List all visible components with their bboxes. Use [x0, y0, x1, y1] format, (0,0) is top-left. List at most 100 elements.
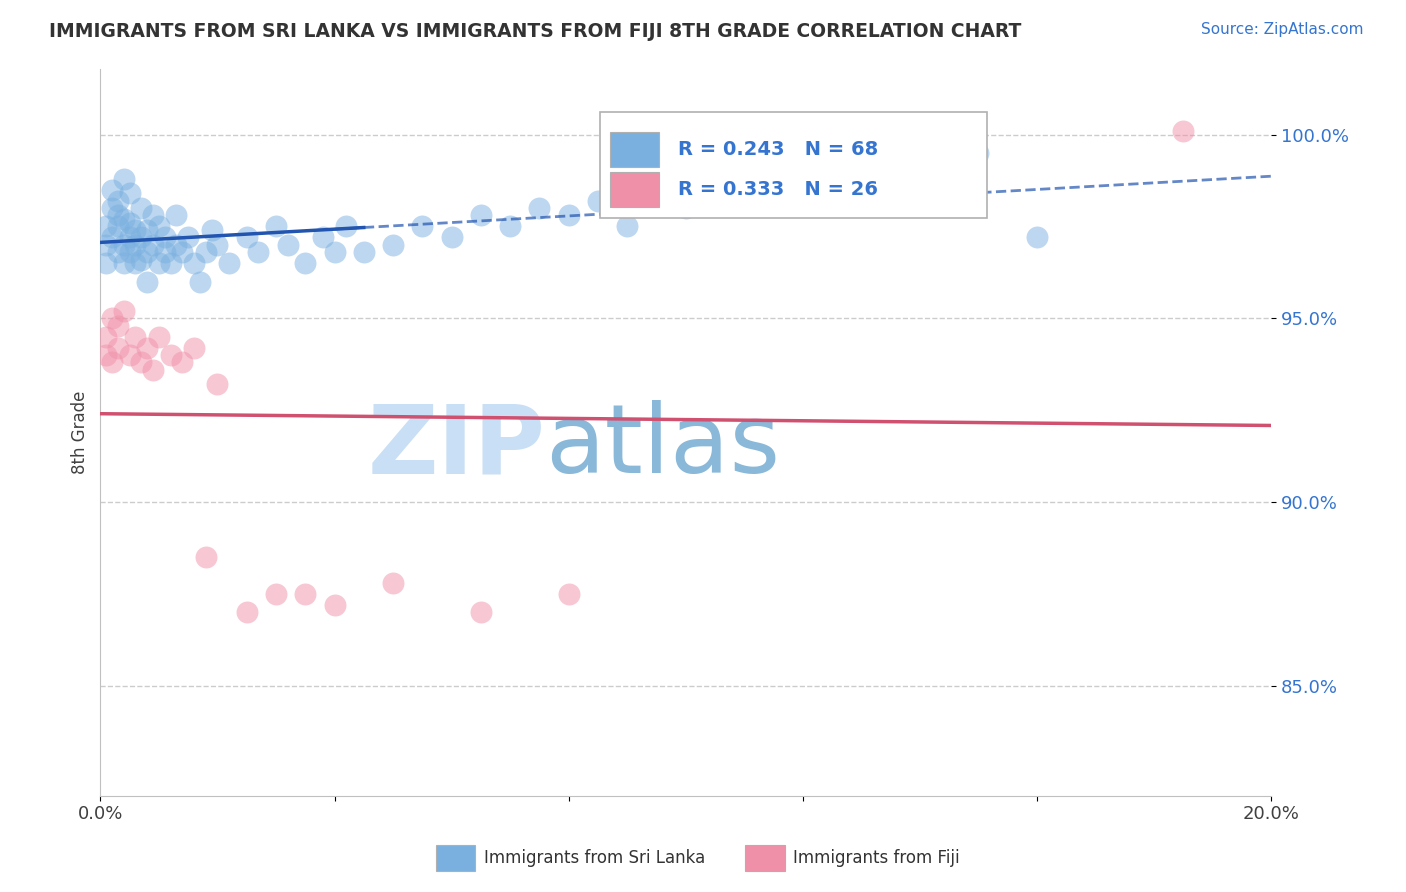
Point: [148, 256, 170, 270]
Point: [675, 201, 697, 215]
Point: [101, 311, 124, 326]
Point: [142, 237, 165, 252]
Point: [124, 256, 146, 270]
Point: [107, 219, 129, 234]
Point: [159, 348, 181, 362]
Point: [112, 237, 135, 252]
Point: [101, 355, 124, 369]
Point: [411, 219, 433, 234]
Point: [124, 329, 146, 343]
Point: [616, 219, 638, 234]
FancyBboxPatch shape: [610, 132, 659, 167]
Point: [172, 355, 194, 369]
Point: [153, 245, 176, 260]
Point: [107, 245, 129, 260]
Point: [107, 318, 129, 333]
Text: Immigrants from Fiji: Immigrants from Fiji: [793, 849, 960, 867]
Point: [264, 219, 287, 234]
FancyBboxPatch shape: [600, 112, 987, 218]
Text: Source: ZipAtlas.com: Source: ZipAtlas.com: [1201, 22, 1364, 37]
Point: [118, 348, 141, 362]
Point: [440, 230, 463, 244]
Point: [148, 329, 170, 343]
Point: [142, 362, 165, 376]
Point: [235, 605, 257, 619]
Point: [153, 230, 176, 244]
Point: [136, 245, 159, 260]
Point: [792, 171, 814, 186]
Point: [131, 252, 153, 267]
Y-axis label: 8th Grade: 8th Grade: [72, 391, 89, 474]
Point: [194, 549, 217, 564]
Point: [557, 587, 579, 601]
Point: [136, 341, 159, 355]
Point: [118, 245, 141, 260]
Text: Immigrants from Sri Lanka: Immigrants from Sri Lanka: [484, 849, 704, 867]
Point: [353, 245, 375, 260]
Point: [529, 201, 551, 215]
Point: [470, 209, 492, 223]
Point: [382, 237, 405, 252]
Point: [96, 237, 118, 252]
Point: [101, 183, 124, 197]
Point: [96, 256, 118, 270]
Point: [131, 230, 153, 244]
Point: [96, 329, 118, 343]
Point: [207, 237, 229, 252]
Point: [967, 146, 990, 161]
Point: [165, 237, 187, 252]
Point: [470, 605, 492, 619]
Point: [118, 230, 141, 244]
Text: R = 0.333   N = 26: R = 0.333 N = 26: [678, 180, 877, 199]
Point: [294, 256, 316, 270]
Point: [165, 209, 187, 223]
Point: [733, 183, 755, 197]
Point: [124, 237, 146, 252]
Point: [118, 216, 141, 230]
Point: [235, 230, 257, 244]
Point: [131, 201, 153, 215]
Point: [112, 171, 135, 186]
Text: atlas: atlas: [546, 401, 780, 493]
Point: [142, 209, 165, 223]
Point: [101, 230, 124, 244]
FancyBboxPatch shape: [610, 172, 659, 207]
Point: [294, 587, 316, 601]
Point: [218, 256, 240, 270]
Text: ZIP: ZIP: [367, 401, 546, 493]
Point: [323, 245, 346, 260]
Point: [159, 256, 181, 270]
Point: [131, 355, 153, 369]
Point: [96, 348, 118, 362]
Text: IMMIGRANTS FROM SRI LANKA VS IMMIGRANTS FROM FIJI 8TH GRADE CORRELATION CHART: IMMIGRANTS FROM SRI LANKA VS IMMIGRANTS …: [49, 22, 1022, 41]
Point: [1173, 124, 1195, 138]
Point: [188, 275, 211, 289]
Point: [183, 341, 205, 355]
Point: [1026, 230, 1049, 244]
Point: [136, 223, 159, 237]
Text: R = 0.243   N = 68: R = 0.243 N = 68: [678, 140, 877, 159]
Point: [557, 209, 579, 223]
Point: [207, 377, 229, 392]
Point: [124, 223, 146, 237]
Point: [177, 230, 200, 244]
Point: [136, 275, 159, 289]
Point: [335, 219, 357, 234]
Point: [101, 201, 124, 215]
Point: [107, 194, 129, 208]
Point: [118, 186, 141, 201]
Point: [382, 575, 405, 590]
Point: [112, 256, 135, 270]
Point: [323, 598, 346, 612]
Point: [312, 230, 335, 244]
Point: [200, 223, 222, 237]
Point: [277, 237, 299, 252]
Point: [264, 587, 287, 601]
Point: [148, 219, 170, 234]
Point: [499, 219, 522, 234]
Point: [112, 212, 135, 227]
Point: [112, 304, 135, 318]
Point: [194, 245, 217, 260]
Point: [96, 219, 118, 234]
Point: [586, 194, 609, 208]
